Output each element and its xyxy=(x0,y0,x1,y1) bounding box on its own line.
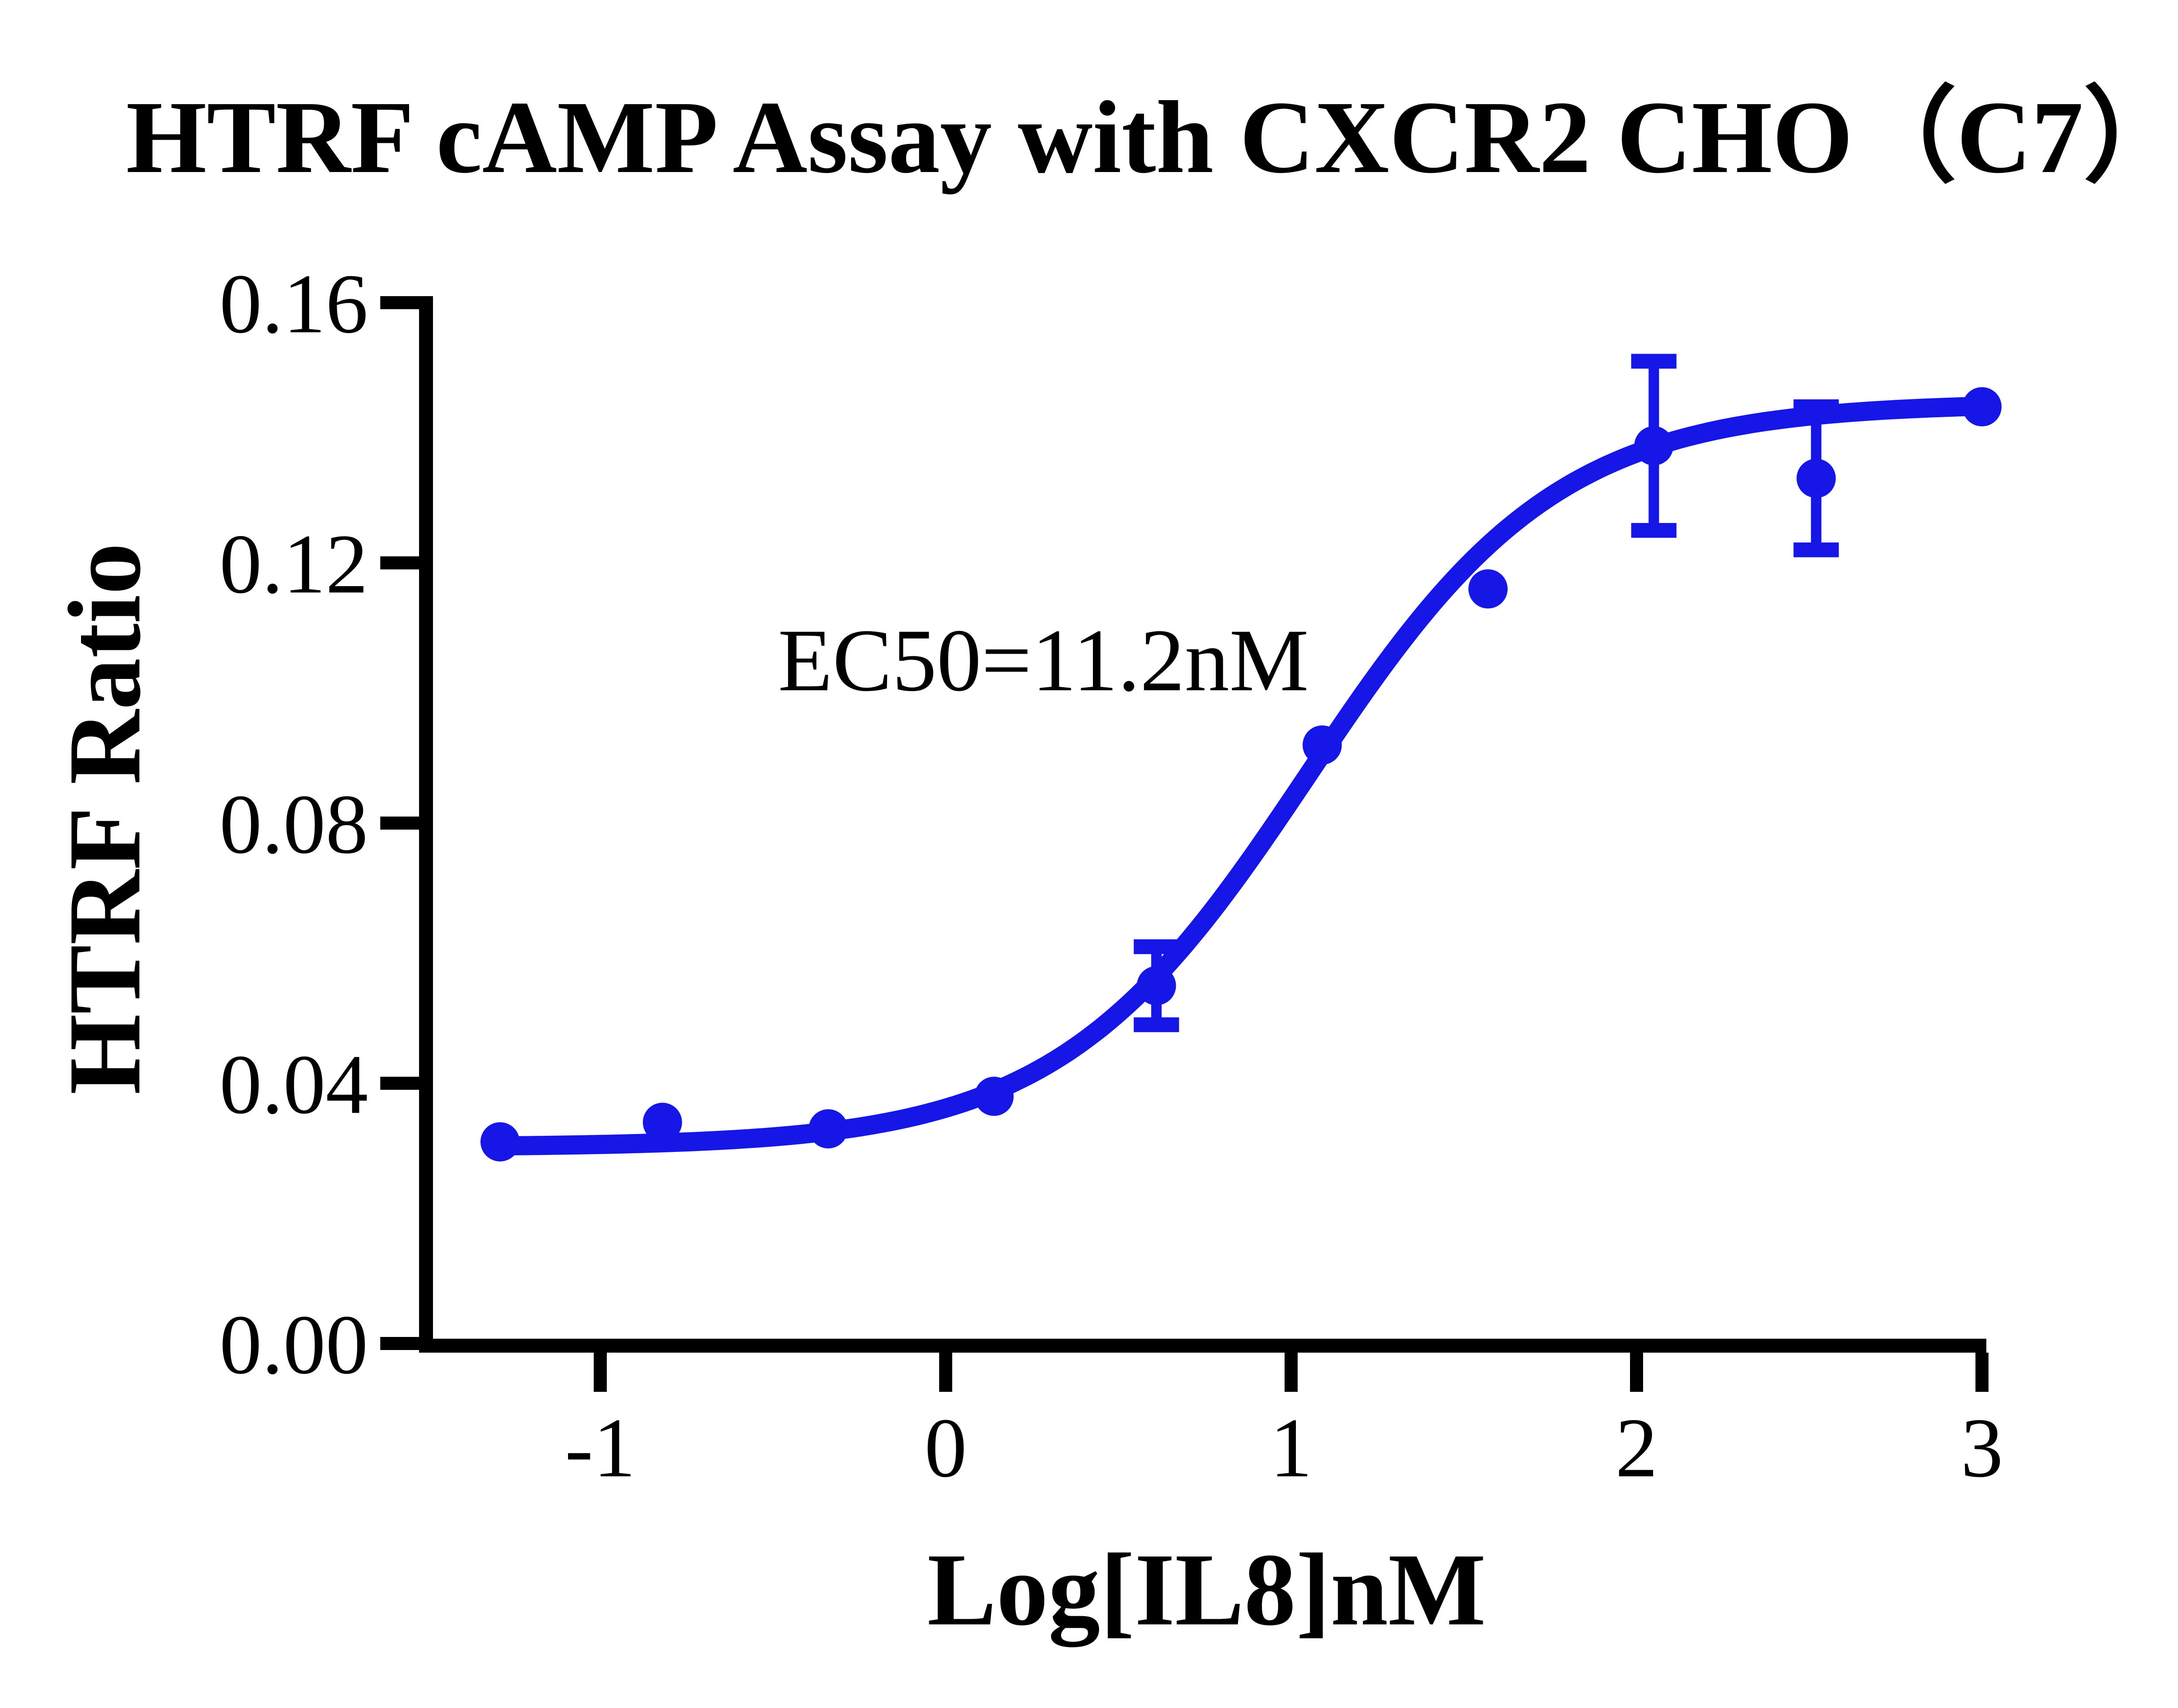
ec50-annotation: EC50=11.2nM xyxy=(778,611,1309,710)
y-tick-label: 0.08 xyxy=(220,777,368,871)
fit-curve xyxy=(490,397,1989,1156)
x-axis-title: Log[IL8]nM xyxy=(927,1532,1486,1647)
data-point xyxy=(808,1109,848,1149)
x-tick-label: 1 xyxy=(1270,1401,1312,1495)
x-tick-label: 2 xyxy=(1615,1401,1658,1495)
data-point xyxy=(1468,569,1508,609)
y-tick-label: 0.04 xyxy=(220,1038,368,1132)
data-point xyxy=(1796,459,1836,498)
data-points xyxy=(480,387,2002,1161)
x-tick-labels: -1 0 1 2 3 xyxy=(565,1401,2003,1495)
y-tick-label: 0.00 xyxy=(220,1298,368,1392)
x-tick-label: 0 xyxy=(924,1401,967,1495)
data-point xyxy=(1302,725,1342,765)
data-point xyxy=(1634,426,1674,466)
x-ticks xyxy=(594,1353,1989,1392)
data-point xyxy=(643,1103,682,1142)
y-ticks xyxy=(380,296,419,1350)
data-point xyxy=(974,1077,1014,1116)
data-point xyxy=(480,1122,520,1161)
data-point xyxy=(1962,387,2002,426)
data-point xyxy=(1136,966,1176,1006)
chart-title: HTRF cAMP Assay with CXCR2 CHO（C7） xyxy=(126,80,2178,195)
x-tick-label: -1 xyxy=(565,1401,636,1495)
y-tick-labels: 0.00 0.04 0.08 0.12 0.16 xyxy=(220,257,368,1392)
y-tick-label: 0.12 xyxy=(220,517,368,611)
y-tick-label: 0.16 xyxy=(220,257,368,351)
y-axis-title: HTRF Ratio xyxy=(47,543,162,1094)
x-tick-label: 3 xyxy=(1961,1401,2003,1495)
